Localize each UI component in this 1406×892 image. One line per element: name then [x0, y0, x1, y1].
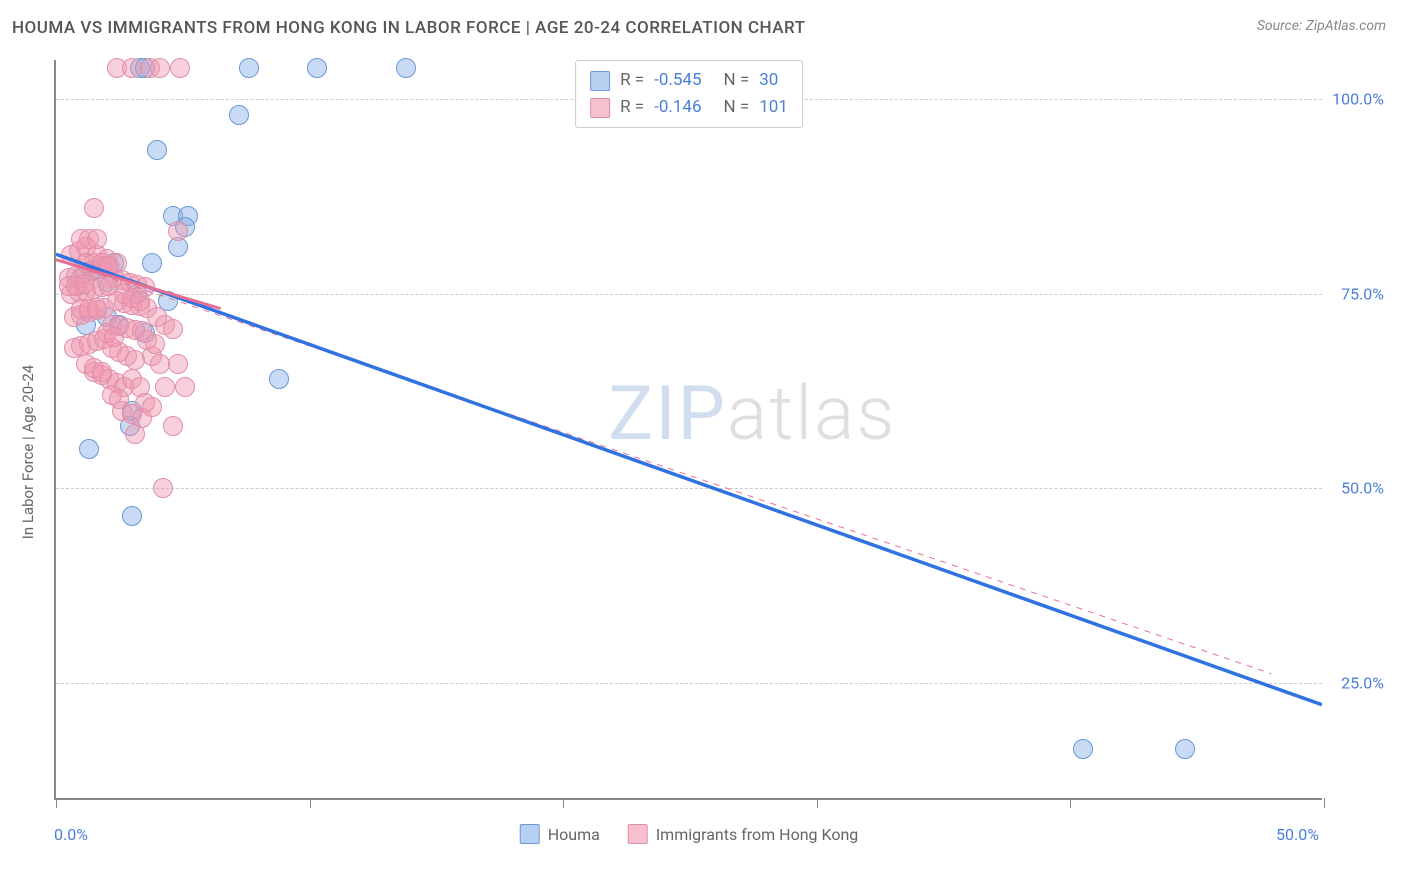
x-tick: [563, 798, 564, 808]
source-attribution: Source: ZipAtlas.com: [1257, 18, 1386, 34]
series-legend: Houma Immigrants from Hong Kong: [520, 824, 859, 844]
watermark: ZIPatlas: [608, 370, 896, 458]
data-point: [163, 319, 183, 339]
data-point: [147, 140, 167, 160]
data-point: [307, 58, 327, 78]
data-point: [155, 377, 175, 397]
data-point: [125, 424, 145, 444]
y-axis-title: In Labor Force | Age 20-24: [19, 365, 37, 539]
data-point: [109, 389, 129, 409]
x-tick: [817, 798, 818, 808]
y-tick-label: 25.0%: [1341, 674, 1384, 693]
data-point: [87, 229, 107, 249]
legend-r-label: R =: [620, 67, 644, 94]
data-point: [99, 256, 119, 276]
legend-row: R = -0.545 N = 30: [590, 67, 788, 94]
data-point: [79, 439, 99, 459]
legend-n-value: 30: [759, 67, 778, 94]
x-tick-label: 0.0%: [54, 825, 88, 844]
x-tick: [310, 798, 311, 808]
watermark-part1: ZIP: [608, 370, 727, 458]
legend-swatch: [520, 824, 540, 844]
gridline: [56, 488, 1322, 489]
data-point: [170, 58, 190, 78]
correlation-legend: R = -0.545 N = 30 R = -0.146 N = 101: [575, 60, 803, 128]
chart-container: In Labor Force | Age 20-24 ZIPatlas R =-…: [12, 52, 1394, 852]
data-point: [92, 362, 112, 382]
y-tick-label: 75.0%: [1341, 284, 1384, 303]
data-point: [145, 334, 165, 354]
data-point: [84, 198, 104, 218]
data-point: [142, 253, 162, 273]
data-point: [239, 58, 259, 78]
legend-row: R = -0.146 N = 101: [590, 94, 788, 121]
data-point: [163, 416, 183, 436]
legend-swatch: [628, 824, 648, 844]
trend-lines: [56, 60, 1322, 798]
data-point: [104, 327, 124, 347]
plot-area: ZIPatlas R =-0.545N =30R =-0.146N =101 H…: [54, 60, 1322, 800]
gridline: [56, 294, 1322, 295]
legend-item: Houma: [520, 824, 600, 844]
x-tick: [56, 798, 57, 808]
watermark-part2: atlas: [727, 370, 896, 458]
legend-r-value: -0.545: [654, 67, 701, 94]
data-point: [1073, 739, 1093, 759]
legend-item: Immigrants from Hong Kong: [628, 824, 858, 844]
x-tick-label: 50.0%: [1276, 825, 1319, 844]
data-point: [153, 478, 173, 498]
data-point: [74, 274, 94, 294]
data-point: [168, 354, 188, 374]
data-point: [130, 291, 150, 311]
legend-n-value: 101: [759, 94, 788, 121]
data-point: [175, 377, 195, 397]
legend-n-label: N =: [724, 67, 750, 94]
data-point: [150, 58, 170, 78]
data-point: [1175, 739, 1195, 759]
data-point: [229, 105, 249, 125]
legend-swatch: [590, 98, 610, 118]
chart-title: HOUMA VS IMMIGRANTS FROM HONG KONG IN LA…: [12, 18, 806, 38]
data-point: [168, 221, 188, 241]
x-tick: [1070, 798, 1071, 808]
data-point: [122, 506, 142, 526]
legend-r-label: R =: [620, 94, 644, 121]
gridline: [56, 683, 1322, 684]
legend-n-label: N =: [724, 94, 750, 121]
legend-label: Immigrants from Hong Kong: [656, 825, 858, 844]
x-tick: [1324, 798, 1325, 808]
y-tick-label: 100.0%: [1332, 89, 1384, 108]
data-point: [396, 58, 416, 78]
data-point: [142, 397, 162, 417]
legend-label: Houma: [548, 825, 600, 844]
data-point: [269, 369, 289, 389]
data-point: [87, 298, 107, 318]
legend-r-value: -0.146: [654, 94, 701, 121]
legend-swatch: [590, 71, 610, 91]
y-tick-label: 50.0%: [1341, 479, 1384, 498]
